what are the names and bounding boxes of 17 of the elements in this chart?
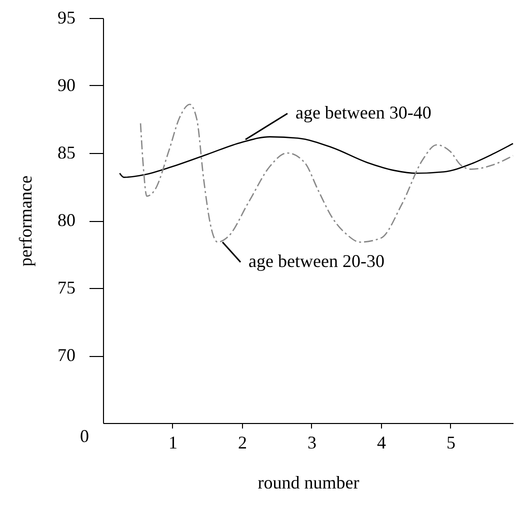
y-tick-label: 70: [58, 345, 76, 365]
x-tick-label: 3: [307, 432, 316, 452]
y-tick-label: 95: [58, 8, 76, 28]
x-tick-label: 2: [238, 432, 247, 452]
x-tick-label: 5: [446, 432, 456, 452]
x-axis-title: round number: [258, 472, 360, 492]
y-tick-label: 75: [58, 278, 76, 298]
text: 0: [80, 426, 89, 446]
y-tick-label: 80: [58, 210, 76, 230]
x-tick-label: 1: [168, 432, 178, 452]
y-tick-label: 90: [58, 75, 76, 95]
y-tick-label: 85: [58, 142, 76, 162]
line-series: [140, 104, 514, 243]
annotation: age between 20-30: [248, 251, 384, 272]
annotation: age between 30-40: [295, 102, 432, 122]
y-axis-title: performance: [16, 176, 36, 266]
x-tick-label: 4: [376, 432, 386, 452]
